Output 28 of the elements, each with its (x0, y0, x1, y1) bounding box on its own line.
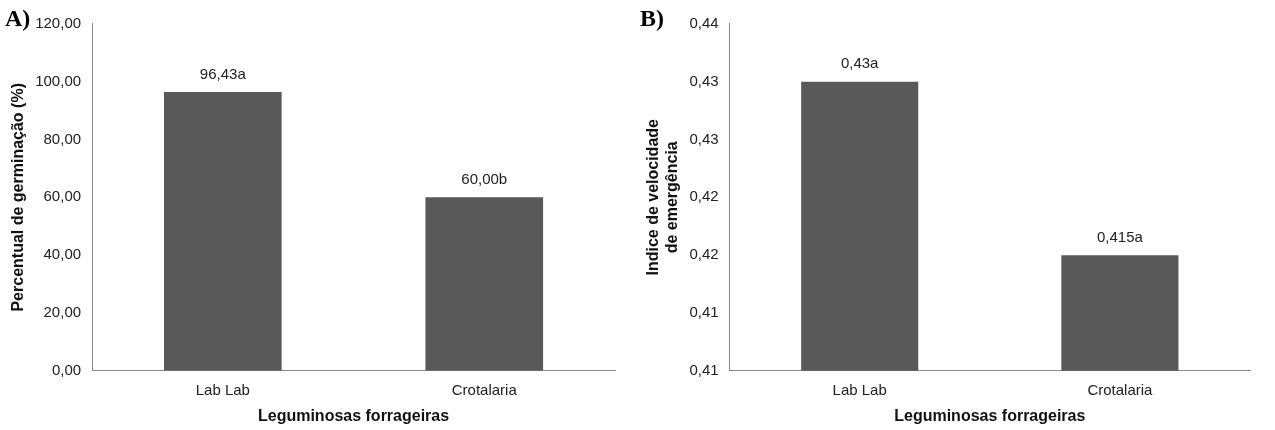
y-tick-label: 0,43 (689, 71, 719, 89)
chart-title: B) (640, 4, 664, 31)
data-label: 0,415a (1096, 227, 1144, 245)
x-axis-title: Leguminosas forrageiras (894, 406, 1086, 424)
data-label: 60,00b (461, 169, 508, 187)
x-tick-label: Lab Lab (832, 380, 887, 398)
y-tick-label: 0,00 (51, 360, 82, 378)
y-tick-label: 80,00 (43, 129, 82, 147)
y-tick-label: 60,00 (43, 187, 82, 205)
y-tick-label: 0,43 (689, 129, 719, 147)
y-tick-label: 0,41 (689, 303, 719, 321)
x-axis-title: Leguminosas forrageiras (257, 406, 450, 424)
x-tick-label: Crotalaria (1087, 380, 1154, 398)
y-tick-label: 0,42 (689, 187, 719, 205)
y-tick-label: 20,00 (43, 303, 82, 321)
y-axis-title: Indice de velocidade de emergência (644, 118, 681, 276)
y-tick-label: 40,00 (43, 245, 82, 263)
chart-title: A) (5, 4, 31, 31)
y-tick-label: 100,00 (35, 71, 82, 89)
y-tick-label: 120,00 (35, 13, 82, 31)
data-label: 0,43a (840, 54, 880, 72)
y-tick-label: 0,42 (689, 245, 719, 263)
data-label: 96,43a (199, 64, 247, 82)
y-tick-label: 0,41 (689, 360, 719, 378)
y-axis-title: Percentual de germinação (%) (9, 83, 27, 312)
x-tick-label: Lab Lab (195, 380, 250, 398)
x-tick-label: Crotalaria (451, 380, 518, 398)
y-tick-label: 0,44 (689, 13, 719, 31)
